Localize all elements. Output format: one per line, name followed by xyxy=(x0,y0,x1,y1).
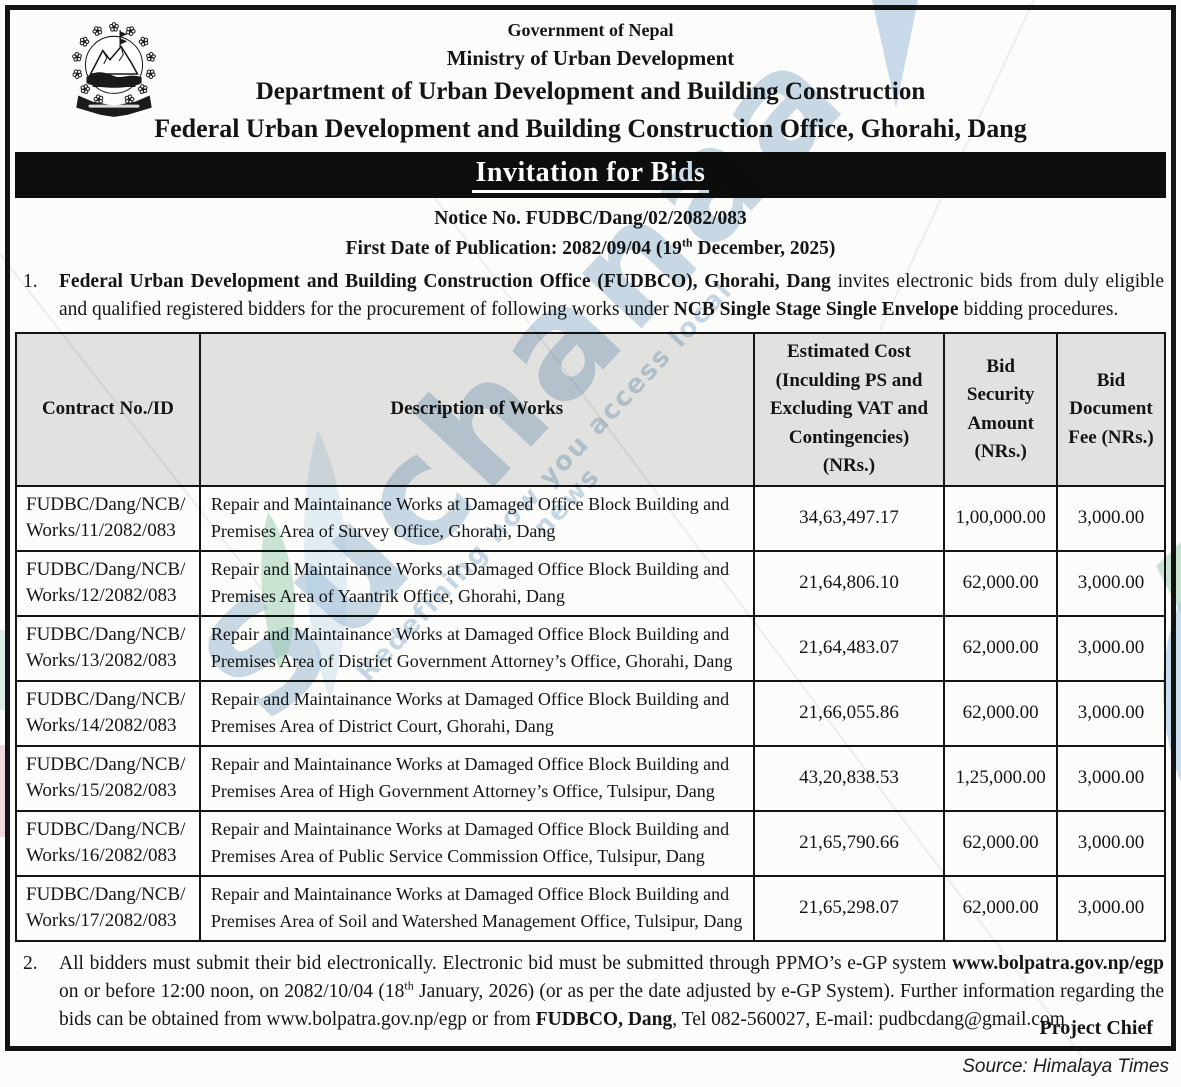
description-cell: Repair and Maintainance Works at Damaged… xyxy=(198,549,755,617)
bid-security-cell: 62,000.00 xyxy=(943,874,1058,942)
table-row: FUDBC/Dang/NCB/Works/14/2082/083 Repair … xyxy=(15,679,1167,747)
estimated-cost-cell: 21,64,483.07 xyxy=(752,614,946,682)
clause-1: 1. Federal Urban Development and Buildin… xyxy=(17,268,1164,324)
office-line: Federal Urban Development and Building C… xyxy=(154,113,1027,143)
bid-security-cell: 62,000.00 xyxy=(943,549,1058,617)
contract-id-line1: FUDBC/Dang/NCB/ xyxy=(26,624,186,646)
description-cell: Repair and Maintainance Works at Damaged… xyxy=(198,484,755,552)
bid-security-cell: 1,25,000.00 xyxy=(943,744,1058,812)
contract-id-cell: FUDBC/Dang/NCB/Works/16/2082/083 xyxy=(15,809,201,877)
contract-id-line2: Works/11/2082/083 xyxy=(26,520,176,542)
publication-date-tail: December, 2025) xyxy=(692,238,836,260)
contract-id-line1: FUDBC/Dang/NCB/ xyxy=(26,754,186,776)
title-bar: Invitation for Bids xyxy=(15,152,1166,199)
ministry-line: Ministry of Urban Development xyxy=(446,45,735,70)
table-header-row: Contract No./ID Description of Works Est… xyxy=(15,332,1167,487)
description-cell: Repair and Maintainance Works at Damaged… xyxy=(198,679,755,747)
contract-id-cell: FUDBC/Dang/NCB/Works/11/2082/083 xyxy=(15,484,201,552)
masthead: Government of Nepal Ministry of Urban De… xyxy=(15,10,1166,143)
contract-id-cell: FUDBC/Dang/NCB/Works/14/2082/083 xyxy=(15,679,201,747)
clause-2: 2. All bidders must submit their bid ele… xyxy=(17,950,1164,1034)
publication-date-text: First Date of Publication: 2082/09/04 (1… xyxy=(345,238,682,260)
estimated-cost-cell: 21,64,806.10 xyxy=(752,549,946,617)
doc-fee-cell: 3,000.00 xyxy=(1055,549,1167,617)
doc-fee-cell: 3,000.00 xyxy=(1055,744,1167,812)
col-header-contract: Contract No./ID xyxy=(15,332,201,487)
egp-url-bold: www.bolpatra.gov.np/egp xyxy=(952,952,1164,974)
bid-security-cell: 62,000.00 xyxy=(943,614,1058,682)
description-cell: Repair and Maintainance Works at Damaged… xyxy=(198,874,755,942)
clause-2-text: All bidders must submit their bid electr… xyxy=(59,952,953,974)
source-credit: Source: Himalaya Times xyxy=(962,1056,1169,1077)
notice-document: Government of Nepal Ministry of Urban De… xyxy=(5,5,1176,1051)
col-header-bid-security: Bid Security Amount (NRs.) xyxy=(943,332,1058,487)
table-row: FUDBC/Dang/NCB/Works/17/2082/083 Repair … xyxy=(15,874,1167,942)
clause-2-text2: on or before 12:00 noon, on 2082/10/04 (… xyxy=(59,980,405,1002)
office-short-bold: FUDBCO, Dang xyxy=(535,1008,673,1030)
nepal-emblem-icon xyxy=(71,22,157,117)
table-row: FUDBC/Dang/NCB/Works/16/2082/083 Repair … xyxy=(15,809,1167,877)
doc-fee-cell: 3,000.00 xyxy=(1055,679,1167,747)
clause-2-number: 2. xyxy=(23,952,38,974)
notice-number: Notice No. FUDBC/Dang/02/2082/083 xyxy=(434,208,747,230)
estimated-cost-cell: 34,63,497.17 xyxy=(752,484,946,552)
contract-id-cell: FUDBC/Dang/NCB/Works/15/2082/083 xyxy=(15,744,201,812)
contract-id-line1: FUDBC/Dang/NCB/ xyxy=(26,494,186,516)
contract-id-line1: FUDBC/Dang/NCB/ xyxy=(26,689,186,711)
government-line: Government of Nepal xyxy=(507,20,674,40)
table-row: FUDBC/Dang/NCB/Works/13/2082/083 Repair … xyxy=(15,614,1167,682)
contract-id-line1: FUDBC/Dang/NCB/ xyxy=(26,819,186,841)
description-cell: Repair and Maintainance Works at Damaged… xyxy=(198,809,755,877)
doc-fee-cell: 3,000.00 xyxy=(1055,614,1167,682)
contract-id-line2: Works/14/2082/083 xyxy=(26,715,177,737)
contract-id-line1: FUDBC/Dang/NCB/ xyxy=(26,884,186,906)
publication-date: First Date of Publication: 2082/09/04 (1… xyxy=(15,235,1166,260)
bids-table: Contract No./ID Description of Works Est… xyxy=(15,332,1167,942)
contract-id-line2: Works/13/2082/083 xyxy=(26,650,177,672)
contract-id-line2: Works/16/2082/083 xyxy=(26,845,177,867)
estimated-cost-cell: 21,65,790.66 xyxy=(752,809,946,877)
estimated-cost-cell: 43,20,838.53 xyxy=(752,744,946,812)
clause-3-number: 3. xyxy=(23,1042,38,1046)
description-cell: Repair and Maintainance Works at Damaged… xyxy=(198,614,755,682)
description-cell: Repair and Maintainance Works at Damaged… xyxy=(198,744,755,812)
bid-security-cell: 1,00,000.00 xyxy=(943,484,1058,552)
ordinal-suffix: th xyxy=(681,235,693,250)
signature-title: Project Chief xyxy=(1039,1017,1153,1039)
contract-id-line2: Works/15/2082/083 xyxy=(26,780,177,802)
contract-id-line1: FUDBC/Dang/NCB/ xyxy=(26,559,186,581)
doc-fee-cell: 3,000.00 xyxy=(1055,874,1167,942)
bidding-method-bold: NCB Single Stage Single Envelope xyxy=(673,299,959,321)
estimated-cost-cell: 21,66,055.86 xyxy=(752,679,946,747)
doc-fee-cell: 3,000.00 xyxy=(1055,809,1167,877)
clause-2-text4: , Tel 082-560027, E-mail: pudbcdang@gmai… xyxy=(672,1008,1065,1030)
clause-3-text: The Employer reserves the right to amend… xyxy=(59,1045,1164,1046)
estimated-cost-cell: 21,65,298.07 xyxy=(752,874,946,942)
table-row: FUDBC/Dang/NCB/Works/12/2082/083 Repair … xyxy=(15,549,1167,617)
bid-security-cell: 62,000.00 xyxy=(943,679,1058,747)
col-header-estimated-cost: Estimated Cost (Inculding PS and Excludi… xyxy=(752,332,946,487)
table-row: FUDBC/Dang/NCB/Works/11/2082/083 Repair … xyxy=(15,484,1167,552)
contract-id-line2: Works/12/2082/083 xyxy=(26,585,177,607)
page-title: Invitation for Bids xyxy=(471,157,710,194)
table-row: FUDBC/Dang/NCB/Works/15/2082/083 Repair … xyxy=(15,744,1167,812)
contract-id-cell: FUDBC/Dang/NCB/Works/17/2082/083 xyxy=(15,874,201,942)
department-line: Department of Urban Development and Buil… xyxy=(255,77,926,105)
ordinal-suffix: th xyxy=(404,978,414,993)
contract-id-cell: FUDBC/Dang/NCB/Works/13/2082/083 xyxy=(15,614,201,682)
doc-fee-cell: 3,000.00 xyxy=(1055,484,1167,552)
col-header-doc-fee: Bid Document Fee (NRs.) xyxy=(1055,332,1167,487)
clause-3: 3. The Employer reserves the right to am… xyxy=(17,1042,1164,1046)
bid-security-cell: 62,000.00 xyxy=(943,809,1058,877)
clause-1-tail: bidding procedures. xyxy=(958,299,1119,321)
contract-id-cell: FUDBC/Dang/NCB/Works/12/2082/083 xyxy=(15,549,201,617)
contract-id-line2: Works/17/2082/083 xyxy=(26,910,177,932)
clause-1-number: 1. xyxy=(23,271,38,293)
inviting-office-bold: Federal Urban Development and Building C… xyxy=(59,271,831,293)
col-header-description: Description of Works xyxy=(198,332,755,487)
